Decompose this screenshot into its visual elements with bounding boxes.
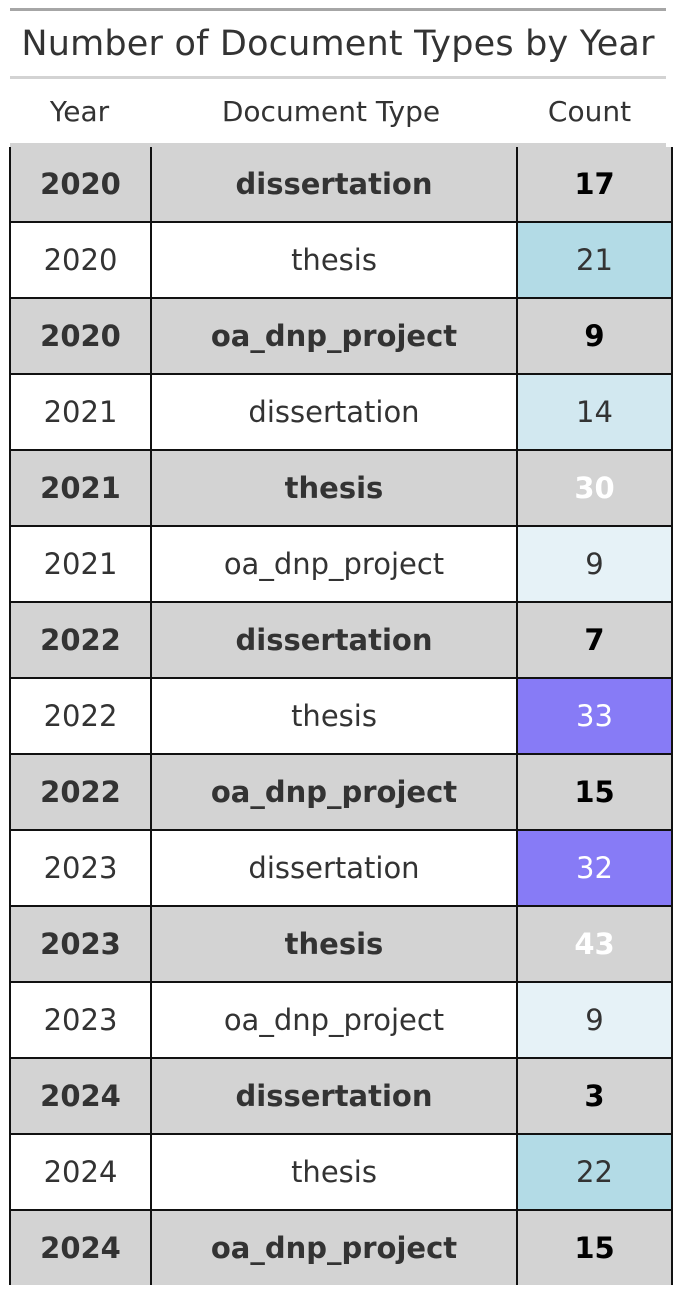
table-row: 2021 oa_dnp_project 9 [9,525,673,603]
table-container: Number of Document Types by Year Year Do… [9,8,673,1285]
table-row: 2021 dissertation 14 [9,373,673,451]
cell-count: 17 [516,147,673,223]
cell-year: 2023 [9,829,152,907]
cell-document-type: oa_dnp_project [150,981,518,1059]
cell-count: 32 [516,829,673,907]
table-row: 2022 thesis 33 [9,677,673,755]
cell-document-type: dissertation [150,829,518,907]
cell-document-type: oa_dnp_project [150,525,518,603]
cell-count: 15 [516,1209,673,1285]
cell-document-type: oa_dnp_project [150,297,518,375]
cell-year: 2022 [9,753,152,831]
cell-document-type: thesis [150,221,518,299]
cell-year: 2022 [9,677,152,755]
cell-count: 9 [516,297,673,375]
cell-count: 21 [516,221,673,299]
table-row: 2023 oa_dnp_project 9 [9,981,673,1059]
cell-year: 2024 [9,1133,152,1211]
table-row: 2023 thesis 43 [9,905,673,983]
cell-year: 2021 [9,449,152,527]
table-row: 2021 thesis 30 [9,449,673,527]
cell-year: 2020 [9,147,152,223]
cell-year: 2024 [9,1057,152,1135]
cell-count: 33 [516,677,673,755]
cell-count: 9 [516,981,673,1059]
data-table: 2020 dissertation 17 2020 thesis 21 2020 oa_dnp… [9,147,673,1285]
table-row: 2022 dissertation 7 [9,601,673,679]
title-bar: Number of Document Types by Year [10,8,666,79]
table-row: 2024 dissertation 3 [9,1057,673,1135]
cell-year: 2023 [9,981,152,1059]
header-year: Year [49,94,110,128]
header-document-type: Document Type [221,94,441,128]
cell-year: 2022 [9,601,152,679]
cell-year: 2020 [9,221,152,299]
table-title: Number of Document Types by Year [21,23,655,64]
header-row: Year Document Type Count [10,79,666,147]
cell-document-type: dissertation [150,1057,518,1135]
header-count: Count [547,94,632,128]
cell-count: 14 [516,373,673,451]
table-row: 2024 thesis 22 [9,1133,673,1211]
cell-document-type: dissertation [150,373,518,451]
cell-document-type: oa_dnp_project [150,1209,518,1285]
cell-count: 9 [516,525,673,603]
cell-count: 22 [516,1133,673,1211]
cell-document-type: oa_dnp_project [150,753,518,831]
cell-count: 43 [516,905,673,983]
cell-document-type: thesis [150,449,518,527]
cell-document-type: thesis [150,677,518,755]
cell-document-type: thesis [150,1133,518,1211]
table-row: 2024 oa_dnp_project 15 [9,1209,673,1285]
cell-count: 30 [516,449,673,527]
cell-year: 2020 [9,297,152,375]
table-row: 2020 oa_dnp_project 9 [9,297,673,375]
table-row: 2022 oa_dnp_project 15 [9,753,673,831]
cell-year: 2023 [9,905,152,983]
table-row: 2023 dissertation 32 [9,829,673,907]
table-body: 2020 dissertation 17 2020 thesis 21 2020 oa_dnp… [9,147,673,1285]
cell-year: 2021 [9,373,152,451]
cell-document-type: dissertation [150,147,518,223]
table-row: 2020 thesis 21 [9,221,673,299]
cell-document-type: dissertation [150,601,518,679]
cell-count: 3 [516,1057,673,1135]
cell-count: 15 [516,753,673,831]
cell-count: 7 [516,601,673,679]
table-row: 2020 dissertation 17 [9,147,673,223]
cell-year: 2024 [9,1209,152,1285]
cell-document-type: thesis [150,905,518,983]
cell-year: 2021 [9,525,152,603]
